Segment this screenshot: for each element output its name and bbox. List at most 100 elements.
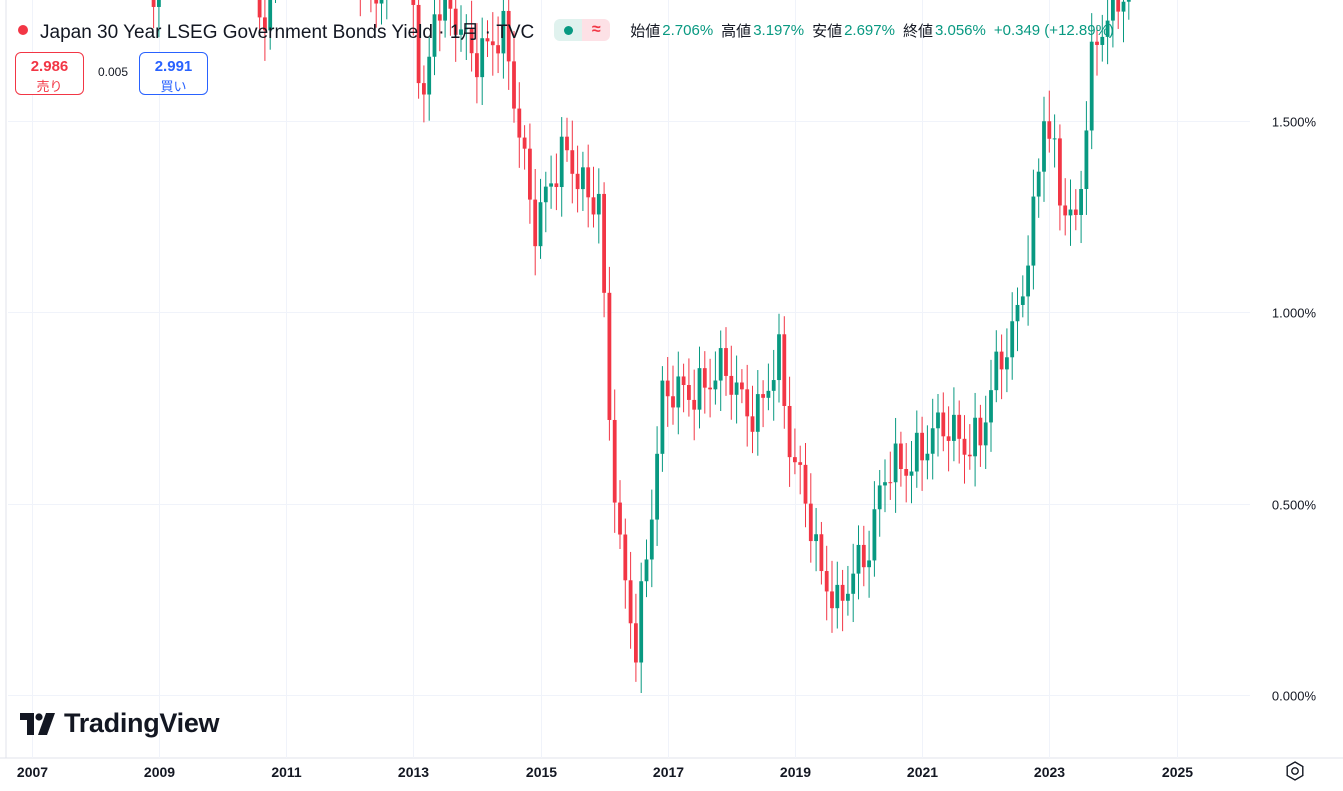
ohlc-legend: 始値 2.706% 高値 3.197% 安値 2.697% 終値 3.056% +0.3…: [622, 20, 1114, 41]
candle-body: [612, 419, 617, 503]
candle-body: [999, 351, 1004, 370]
candle-body: [888, 482, 893, 484]
candle-body: [718, 348, 723, 381]
candle-body: [867, 560, 871, 568]
candle-body: [777, 334, 781, 381]
candle-body: [512, 61, 516, 109]
candle-body: [591, 197, 596, 215]
candle-body: [798, 462, 803, 465]
indicator-pill[interactable]: ≈: [554, 19, 611, 41]
candle-body: [983, 422, 988, 446]
candle-body: [528, 148, 532, 200]
candle-body: [824, 571, 829, 592]
buy-button[interactable]: 2.991 買い: [139, 52, 208, 95]
candle-body: [517, 108, 522, 138]
candle-body: [1047, 121, 1052, 139]
candle-body: [1052, 138, 1057, 140]
candle-body: [618, 502, 622, 535]
open-value: 2.706%: [662, 21, 714, 39]
low-value: 2.697%: [844, 21, 895, 39]
candle-body: [1121, 1, 1126, 12]
candle-body: [623, 534, 628, 581]
time-tick-label: 2015: [526, 764, 557, 780]
candle-body: [1111, 0, 1115, 21]
candle-body: [840, 584, 845, 601]
time-tick-label: 2007: [17, 764, 48, 780]
candle-body: [713, 380, 718, 390]
candle-body: [761, 394, 765, 398]
candle-body: [565, 136, 569, 151]
candle-body: [554, 183, 559, 188]
candle-body: [872, 509, 877, 561]
candle-body: [151, 0, 156, 7]
candle-body: [909, 471, 914, 476]
time-tick-label: 2011: [271, 764, 302, 780]
candle-body: [925, 453, 930, 461]
spread-value: 0.005: [97, 65, 129, 79]
sell-label: 売り: [36, 79, 63, 94]
candle-body: [464, 27, 469, 30]
candle-body: [1026, 265, 1030, 297]
candle-body: [914, 432, 919, 472]
candle-body: [830, 591, 834, 609]
candle-body: [989, 390, 993, 423]
candle-body: [962, 438, 967, 455]
candle-body: [893, 443, 898, 483]
candle-body: [803, 464, 808, 504]
candle-body: [846, 593, 850, 601]
time-tick-label: 2017: [653, 764, 684, 780]
chart-header: Japan 30 Year LSEG Government Bonds Yiel…: [8, 16, 1114, 44]
candle-body: [443, 0, 447, 21]
candle-body: [856, 544, 861, 574]
candle-body: [1020, 296, 1025, 305]
close-value: 3.056%: [934, 21, 986, 39]
candle-body: [1068, 209, 1073, 216]
candle-body: [649, 519, 654, 560]
candle-body: [835, 584, 840, 609]
candle-body: [634, 623, 638, 663]
candle-body: [952, 414, 956, 441]
candle-body: [586, 167, 591, 198]
candle-body: [570, 150, 575, 174]
price-tick-label: 0.000%: [1272, 689, 1317, 704]
high-value: 3.197%: [753, 21, 805, 39]
candle-body: [665, 380, 670, 397]
candle-body: [411, 0, 416, 5]
tradingview-logo[interactable]: TradingView: [20, 708, 220, 739]
candle-body: [437, 14, 442, 21]
candle-body: [851, 573, 856, 594]
candle-body: [883, 482, 887, 486]
candle-body: [655, 453, 659, 520]
candle-body: [946, 436, 951, 441]
candle-body: [1073, 209, 1078, 215]
candle-body: [973, 417, 977, 457]
candle-body: [1031, 196, 1036, 266]
candle-body: [607, 292, 612, 420]
candle-body: [936, 412, 940, 429]
candle-body: [1084, 130, 1089, 190]
sell-button[interactable]: 2.986 売り: [15, 52, 84, 95]
candle-body: [745, 389, 750, 417]
candle-body: [771, 380, 776, 391]
settings-gear-icon[interactable]: [1284, 760, 1306, 782]
candle-body: [501, 10, 506, 54]
change-value: +0.349 (+12.89%): [993, 21, 1114, 39]
candle-body: [480, 38, 485, 78]
candle-body: [920, 432, 924, 461]
candle-body: [1005, 357, 1009, 370]
candle-body: [1058, 138, 1062, 206]
time-tick-label: 2025: [1162, 764, 1193, 780]
candle-body: [941, 412, 946, 437]
candle-body: [681, 376, 686, 386]
candle-body: [1100, 36, 1105, 45]
high-label: 高値: [721, 22, 752, 40]
candle-body: [957, 414, 962, 439]
candle-body: [755, 394, 760, 432]
candle-body: [787, 405, 792, 458]
candle-body: [729, 375, 734, 395]
symbol-title[interactable]: Japan 30 Year LSEG Government Bonds Yiel…: [40, 21, 535, 43]
candle-body: [522, 137, 527, 149]
candle-body: [660, 380, 665, 454]
price-axis-area: [1250, 0, 1343, 791]
